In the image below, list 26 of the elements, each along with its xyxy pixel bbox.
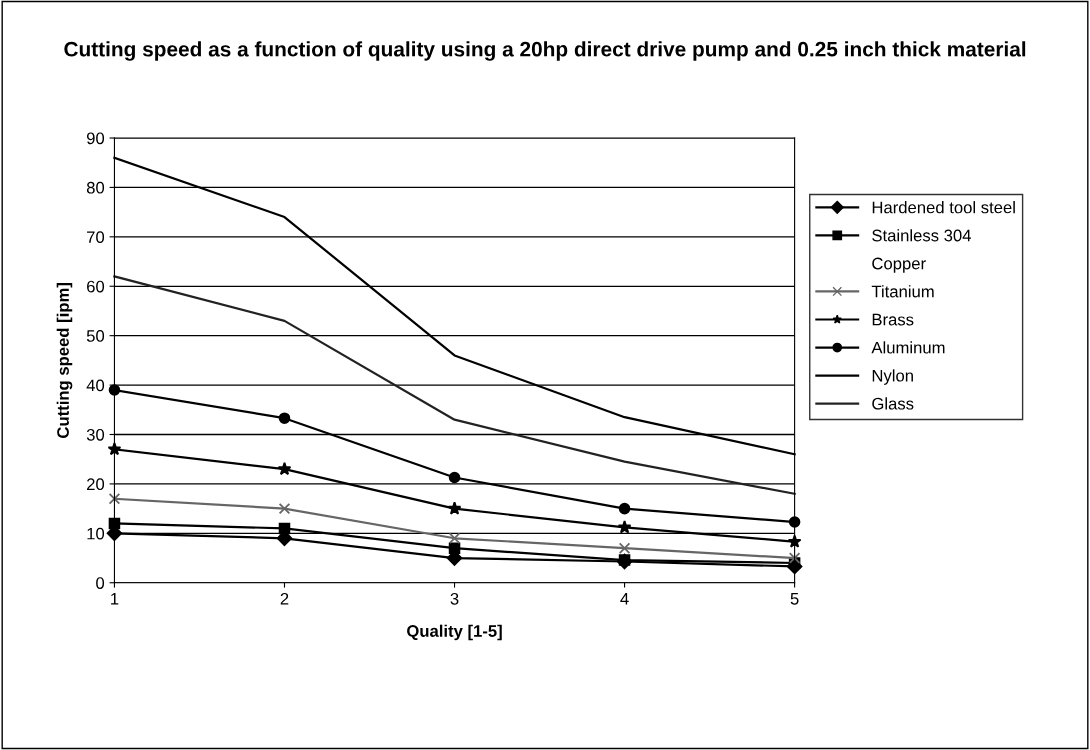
y-tick-label: 80 (86, 181, 105, 194)
x-tick-label: 4 (620, 593, 629, 605)
y-tick-label: 90 (86, 132, 105, 145)
x-tick-label: 3 (450, 592, 459, 605)
y-tick-label: 10 (87, 527, 105, 540)
legend-label: Titanium (871, 285, 934, 298)
text: Copper (872, 257, 926, 273)
x-axis-title: Quality [1-5] (407, 624, 502, 641)
y-axis-title: Cutting speed [ipm] (56, 283, 73, 438)
legend-label: Stainless 304 (872, 229, 971, 242)
legend-label: Glass (872, 397, 914, 410)
x-tick-label: 1 (111, 593, 119, 605)
legend-label: Brass (872, 313, 914, 326)
x-tick-label: 5 (790, 593, 799, 605)
legend-label: Aluminum (871, 341, 945, 354)
y-tick-label: 30 (86, 428, 105, 441)
y-tick-label: 60 (87, 280, 105, 293)
x-tick-label: 2 (280, 592, 289, 605)
legend-label: Nylon (872, 369, 913, 385)
y-tick-label: 20 (87, 478, 105, 491)
y-tick-label: 40 (86, 379, 105, 392)
y-tick-label: 50 (86, 330, 105, 342)
legend-label: Hardened tool steel (872, 201, 1015, 214)
y-tick-label: 70 (87, 231, 105, 244)
y-tick-label: 0 (96, 577, 105, 589)
chart-title: Cutting speed as a function of quality using a 20hp direct drive pump and 0.25 inch thick material (64, 41, 1026, 61)
